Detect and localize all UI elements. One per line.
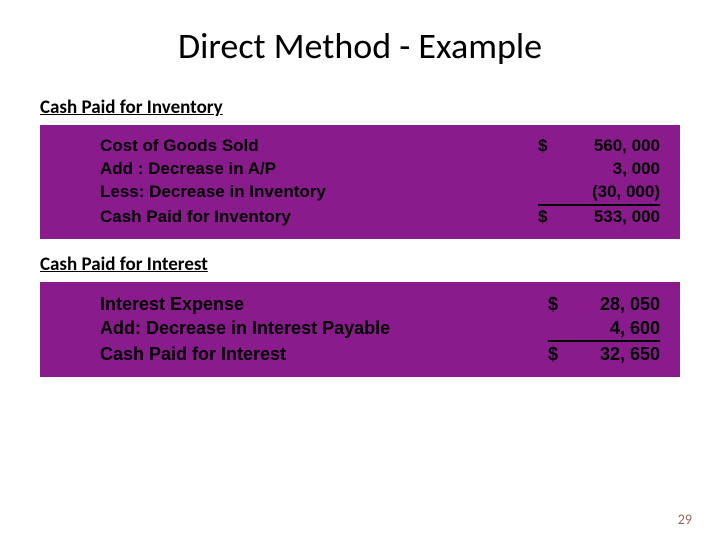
row-currency: $ — [548, 342, 570, 366]
table-row: Cost of Goods Sold $ 560, 000 — [100, 135, 660, 158]
row-value: 32, 650 — [570, 342, 660, 366]
row-value: (30, 000) — [560, 181, 660, 204]
section-1-label: Cash Paid for Inventory — [40, 96, 720, 119]
table-row: Less: Decrease in Inventory (30, 000) — [100, 181, 660, 204]
table-row-total: Cash Paid for Inventory $ 533, 000 — [100, 206, 660, 229]
row-value: 4, 600 — [570, 316, 660, 340]
row-value: 3, 000 — [560, 158, 660, 181]
row-label: Less: Decrease in Inventory — [100, 181, 538, 204]
table-row-total: Cash Paid for Interest $ 32, 650 — [100, 342, 660, 366]
row-currency: $ — [548, 292, 570, 316]
table-row: Add: Decrease in Interest Payable 4, 600 — [100, 316, 660, 340]
row-label: Cash Paid for Interest — [100, 342, 548, 366]
section-2: Cash Paid for Interest Interest Expense … — [0, 253, 720, 377]
section-2-label: Cash Paid for Interest — [40, 253, 720, 276]
row-label: Cash Paid for Inventory — [100, 206, 538, 229]
row-label: Add : Decrease in A/P — [100, 158, 538, 181]
row-value: 533, 000 — [560, 206, 660, 229]
row-currency: $ — [538, 206, 560, 229]
table-row: Add : Decrease in A/P 3, 000 — [100, 158, 660, 181]
row-label: Cost of Goods Sold — [100, 135, 538, 158]
table-row: Interest Expense $ 28, 050 — [100, 292, 660, 316]
page-number: 29 — [678, 511, 692, 528]
section-1-panel: Cost of Goods Sold $ 560, 000 Add : Decr… — [40, 125, 680, 239]
row-currency: $ — [538, 135, 560, 158]
row-label: Add: Decrease in Interest Payable — [100, 316, 548, 340]
slide-title: Direct Method - Example — [0, 0, 720, 86]
row-value: 560, 000 — [560, 135, 660, 158]
section-1: Cash Paid for Inventory Cost of Goods So… — [0, 96, 720, 239]
row-label: Interest Expense — [100, 292, 548, 316]
row-value: 28, 050 — [570, 292, 660, 316]
section-2-panel: Interest Expense $ 28, 050 Add: Decrease… — [40, 282, 680, 377]
